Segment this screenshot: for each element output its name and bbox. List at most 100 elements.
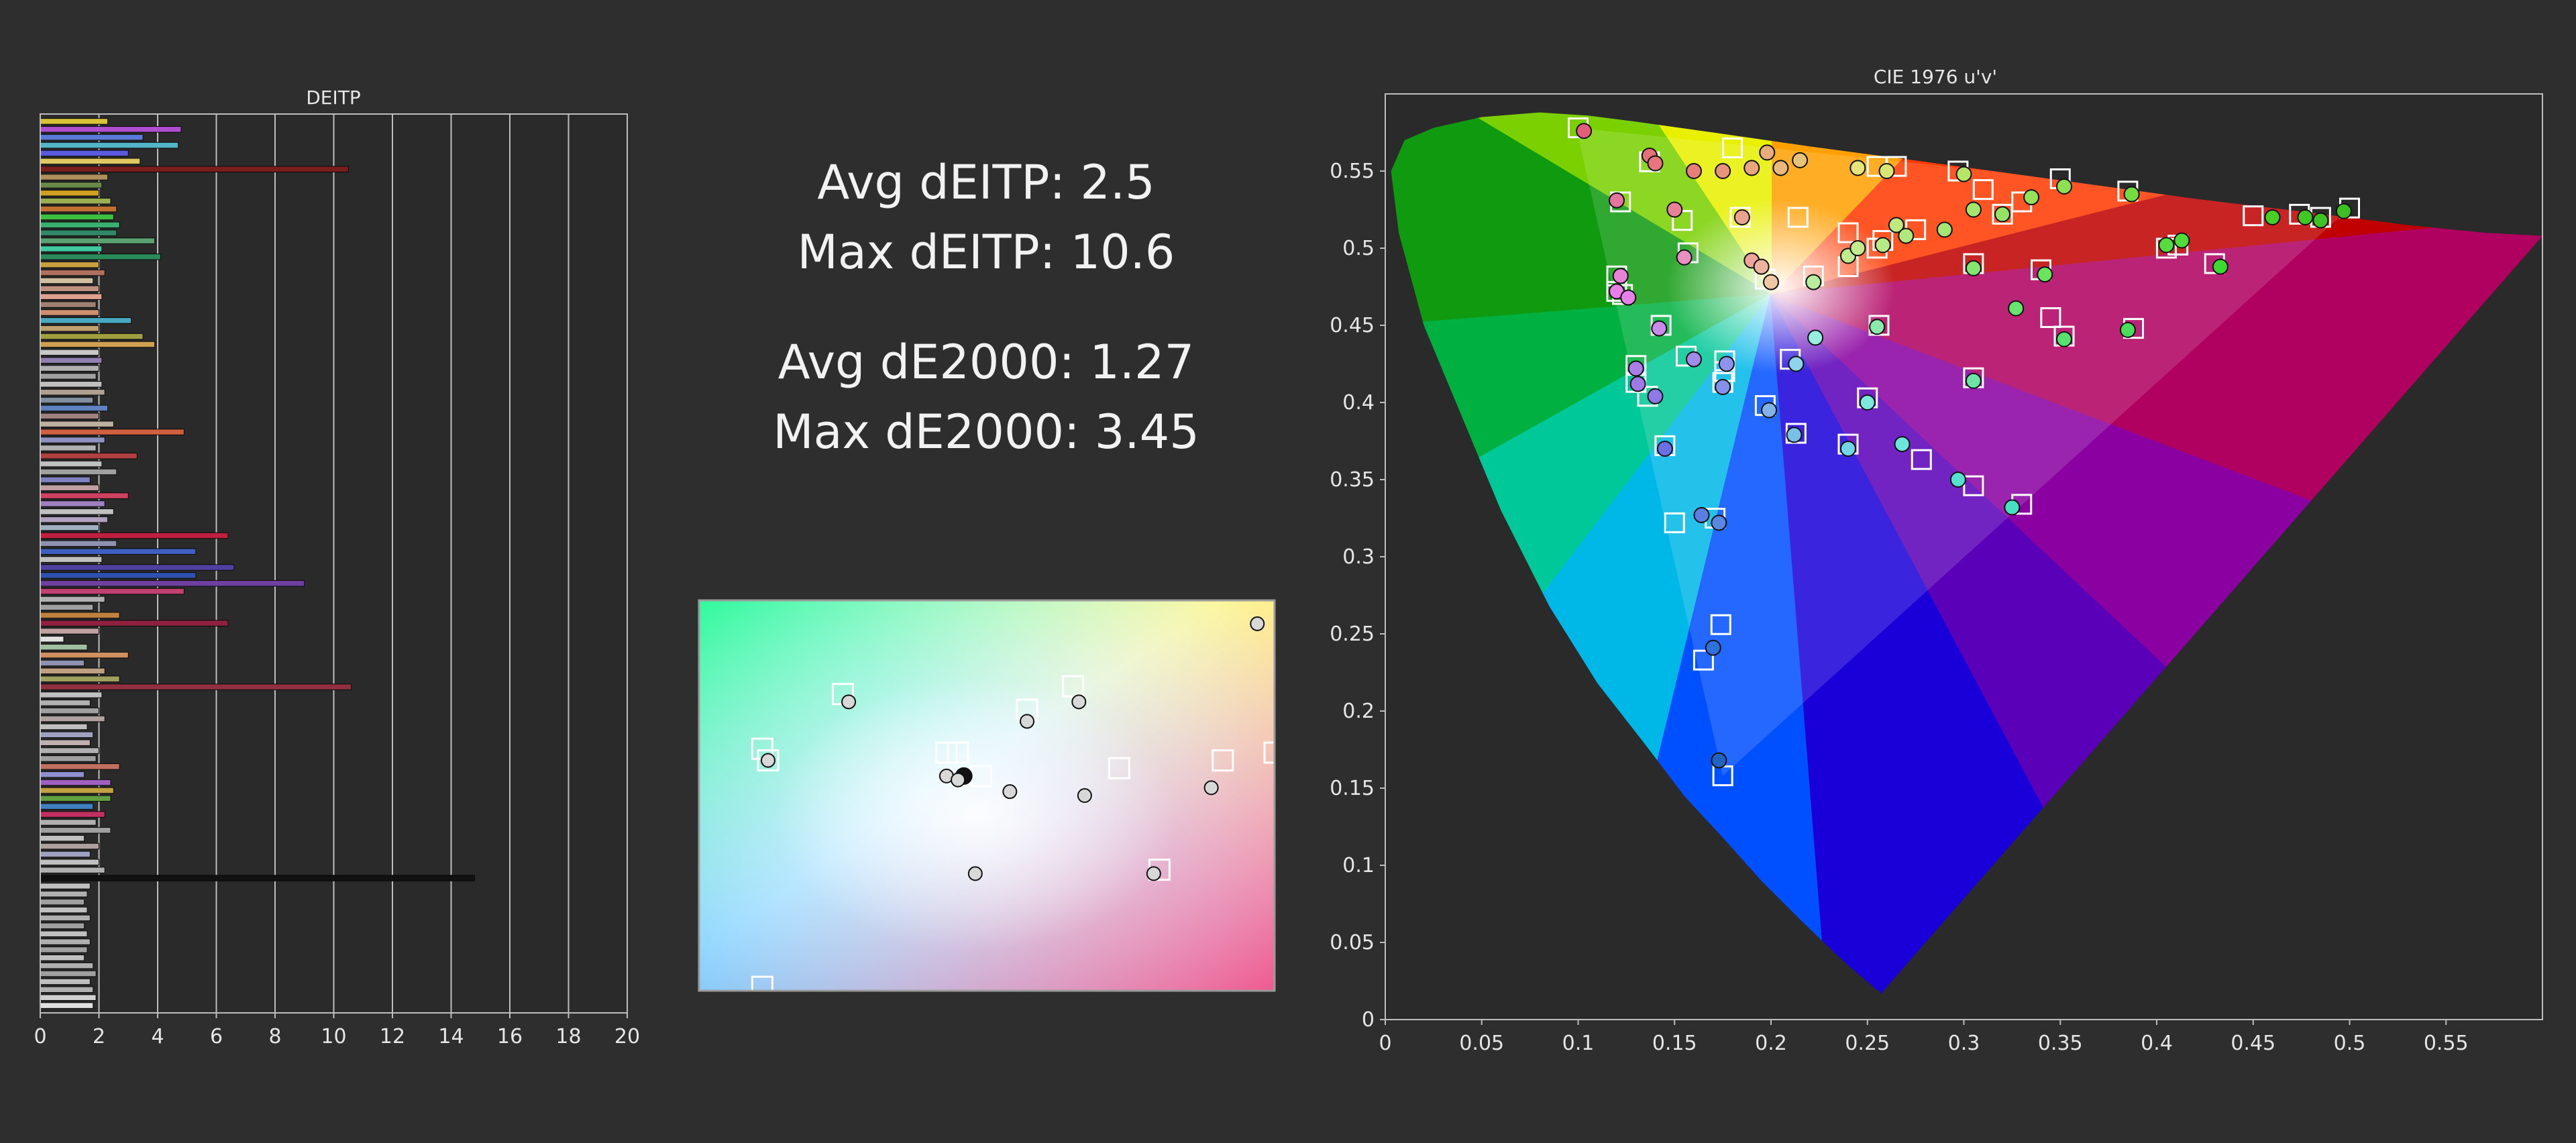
deitp-bar [40,357,103,364]
zoom-target-marker [757,749,780,772]
cie-y-tick-label: 0.3 [1342,545,1375,569]
deitp-bar [40,229,117,236]
deitp-bar [40,404,109,412]
stats-spacer [738,287,1234,327]
cie-measured-marker [1878,163,1895,179]
cie-measured-marker [1874,237,1891,254]
deitp-bar [40,508,114,515]
deitp-bar [40,277,94,284]
cie-target-marker [2243,205,2264,227]
deitp-bar [40,500,105,507]
cie-measured-marker [1620,289,1637,306]
deitp-bar [40,986,94,993]
deitp-bar [40,532,229,539]
deitp-bar [40,763,120,770]
cie-x-tick-label: 0.3 [1948,1032,1980,1055]
cie-measured-marker [1788,356,1805,372]
deitp-bar [40,747,99,754]
cie-y-tick-label: 0.55 [1330,160,1375,183]
deitp-bar [40,381,103,388]
deitp-bar [40,293,103,300]
deitp-bar [40,875,475,881]
deitp-bar [40,540,117,547]
cie-1976-chart: CIE 1976 u'v' 0 0.05 0.1 0.15 0.2 0.25 0.3 0.35… [1330,66,2543,1055]
deitp-x-tick-label: 14 [438,1025,464,1048]
zoom-measured-marker [967,866,983,881]
cie-x-tick-labels: 0 0.05 0.1 0.15 0.2 0.25 0.3 0.35 0.4 0.45 0.5 0.55 [1379,1020,2469,1055]
deitp-bar [40,476,91,484]
deitp-bar [40,325,99,332]
cie-measured-marker [1772,160,1789,176]
cie-measured-marker [1888,217,1904,233]
cie-x-tick-label: 0.1 [1562,1032,1595,1055]
deitp-bar [40,301,97,308]
deitp-bar [40,643,88,651]
deitp-bar [40,437,105,443]
zoom-target-marker [1108,757,1130,779]
deitp-x-tick-label: 12 [380,1025,405,1048]
deitp-bar [40,755,97,762]
deitp-bar [40,955,85,961]
deitp-bar [40,246,103,252]
deitp-bar [40,396,94,404]
deitp-x-tick-label: 2 [93,1025,105,1048]
cie-y-tick-label: 0.5 [1342,237,1375,260]
deitp-bar [40,221,120,229]
deitp-bar [40,628,99,635]
deitp-x-tick-label: 4 [151,1025,164,1048]
deitp-x-tick-label: 20 [614,1025,640,1048]
deitp-bar [40,564,235,571]
cie-measured-marker [1792,152,1809,168]
cie-measured-marker [1718,356,1735,372]
cie-measured-marker [2312,212,2329,229]
cie-measured-marker [1965,372,1982,389]
cie-title: CIE 1976 u'v' [1874,66,1997,88]
deitp-bar [40,978,91,985]
deitp-bar [40,269,105,276]
deitp-x-tick-label: 6 [210,1025,223,1048]
deitp-bar [40,166,349,172]
deitp-bar [40,254,161,260]
deitp-bar [40,429,184,435]
deitp-bar [40,213,114,221]
cie-measured-marker [1805,274,1822,290]
cie-measured-marker [2008,300,2025,317]
cie-measured-marker [1715,379,1731,395]
deitp-bar [40,580,305,587]
cie-measured-marker [1965,260,1982,276]
deitp-bar [40,859,99,866]
deitp-bar [40,787,114,794]
deitp-bar [40,930,88,937]
cie-measured-marker [2297,209,2314,225]
deitp-bar [40,588,184,595]
deitp-bar [40,667,105,675]
cie-measured-marker [2037,266,2053,283]
deitp-bar [40,803,94,810]
deitp-bar [40,126,182,133]
cie-measured-marker [1609,192,1625,209]
deitp-bar [40,684,352,690]
deitp-x-tick-labels: 0 2 4 6 8 10 12 14 16 18 20 [34,1013,640,1048]
cie-x-tick-label: 0.45 [2231,1032,2275,1055]
cie-measured-marker [1705,639,1721,656]
cie-measured-marker [1686,351,1702,368]
cie-measured-marker [1676,249,1693,266]
deitp-bar [40,317,132,324]
max-deitp-text: Max dEITP: 10.6 [797,225,1175,280]
deitp-bar [40,118,109,125]
deitp-bar [40,819,97,826]
cie-measured-marker [2174,232,2190,249]
deitp-bar [40,946,88,953]
deitp-bar [40,723,88,730]
deitp-bar [40,636,64,643]
cie-target-marker [1837,222,1859,243]
deitp-x-tick-label: 8 [268,1025,281,1048]
cie-measured-marker [1994,206,2010,223]
white-point-zoom-inset [698,599,1276,992]
deitp-bar [40,659,85,667]
cie-measured-marker [1859,394,1876,411]
deitp-bar [40,421,114,427]
deitp-bar [40,596,105,603]
cie-measured-marker [1955,166,1972,182]
cie-measured-marker [1840,441,1856,457]
